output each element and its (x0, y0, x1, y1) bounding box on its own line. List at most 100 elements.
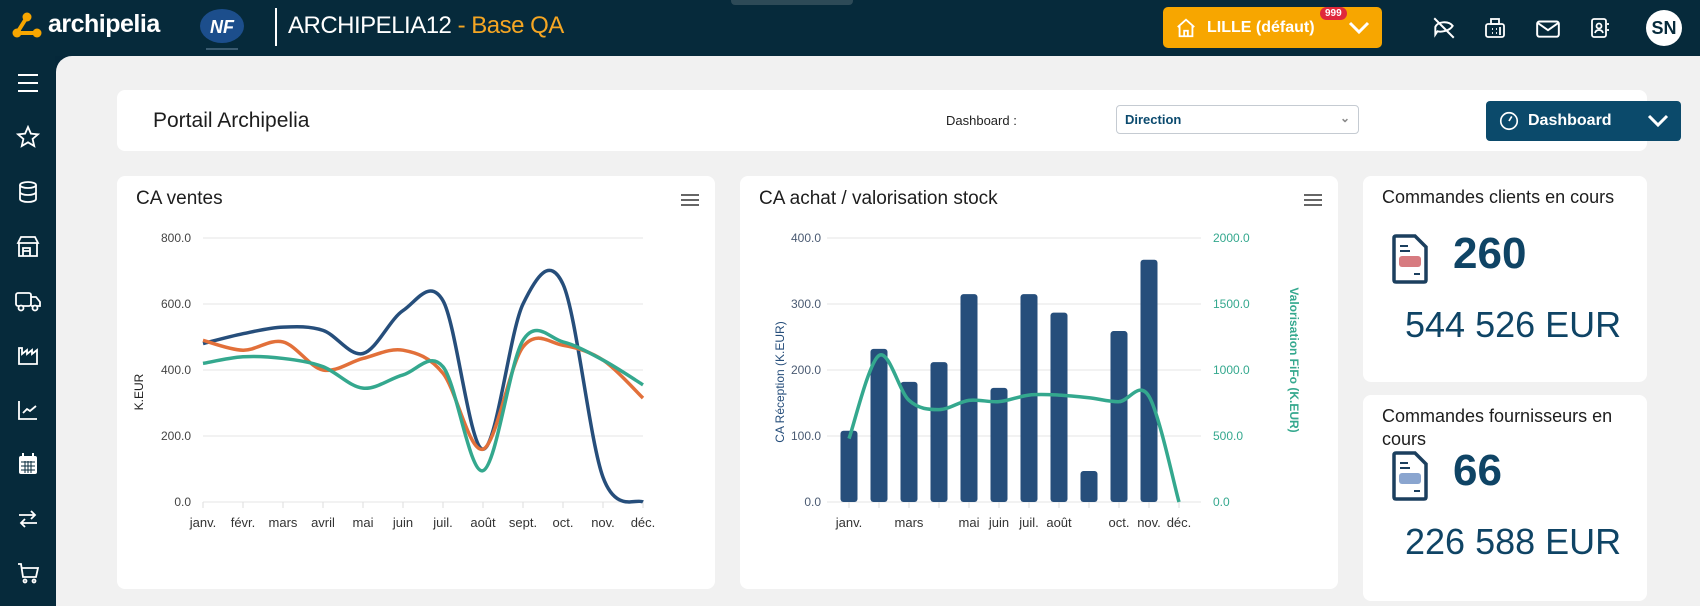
y-axis-label: K.EUR (132, 373, 146, 410)
nf-certification-logo: NF (200, 9, 244, 50)
contacts-icon[interactable] (1586, 14, 1614, 42)
series-line-3 (202, 328, 644, 473)
archipelia-logo[interactable]: archipelia (12, 10, 160, 39)
dashboard-button-label: Dashboard (1528, 112, 1612, 129)
cart-icon[interactable] (14, 559, 42, 587)
bar (930, 362, 948, 502)
series-line-2 (202, 336, 645, 451)
y2-tick-label: 2000.0 (1213, 231, 1250, 245)
bar (990, 387, 1008, 502)
series-line-1 (202, 268, 644, 504)
y-tick-label: 0.0 (174, 495, 191, 509)
fax-icon[interactable] (1481, 14, 1509, 42)
bar (1110, 331, 1128, 502)
y2-tick-label: 1500.0 (1213, 297, 1250, 311)
bar (840, 430, 858, 502)
valorisation-line (847, 353, 1181, 503)
site-selector-label: LILLE (défaut) (1207, 18, 1315, 36)
purchase-stock-chart-card: CA achat / valorisation stock 0.0 0.0 100.… (740, 176, 1338, 589)
x-tick-label: sept. (509, 515, 537, 530)
site-selector[interactable]: LILLE (défaut) (1163, 7, 1382, 48)
dashboard-select[interactable]: Direction ⌄ (1116, 105, 1359, 134)
page-title: Portail Archipelia (153, 109, 310, 132)
chevron-down-icon (1348, 21, 1370, 34)
y-tick-label: 200.0 (791, 363, 821, 377)
eye-off-icon[interactable] (1430, 14, 1458, 42)
x-tick-label: oct. (1109, 515, 1130, 530)
app-name: ARCHIPELIA12 (288, 12, 452, 39)
x-tick-label: févr. (231, 515, 256, 530)
kpi-count: 66 (1453, 446, 1502, 495)
home-icon (1177, 18, 1195, 37)
document-icon (1392, 234, 1428, 284)
kpi-title: Commandes clients en cours (1382, 187, 1615, 207)
y2-tick-label: 500.0 (1213, 429, 1243, 443)
chevron-down-icon (1647, 114, 1669, 128)
chart-title: CA achat / valorisation stock (759, 188, 998, 209)
mail-icon[interactable] (1534, 14, 1562, 42)
kpi-card-client-orders[interactable]: Commandes clients en cours 260 544 526 E… (1363, 176, 1647, 382)
x-tick-label: juil. (432, 515, 453, 530)
portal-header: Portail Archipelia Dashboard : Direction… (117, 90, 1681, 151)
chevron-down-icon: ⌄ (1339, 111, 1350, 125)
bar (870, 348, 888, 502)
dashboard-label: Dashboard : (946, 113, 1017, 128)
x-tick-label: mai (353, 515, 374, 530)
bar (900, 381, 918, 502)
y2-tick-label: 1000.0 (1213, 363, 1250, 377)
y2-tick-label: 0.0 (1213, 495, 1230, 509)
kpi-count: 260 (1453, 229, 1527, 278)
calendar-icon[interactable] (14, 450, 42, 478)
logo-text: archipelia (48, 10, 160, 38)
user-avatar[interactable]: SN (1646, 10, 1682, 46)
top-bar: archipelia NF ARCHIPELIA12 - Base QA LIL… (0, 0, 1700, 56)
document-icon (1392, 451, 1428, 501)
bar (1050, 312, 1068, 502)
y-tick-label: 300.0 (791, 297, 821, 311)
gauge-icon (1499, 111, 1519, 131)
kpi-card-supplier-orders[interactable]: Commandes fournisseurs en cours 66 226 5… (1363, 395, 1647, 601)
chart-menu-icon[interactable] (1303, 192, 1323, 208)
chart-line-icon[interactable] (14, 396, 42, 424)
kpi-title: Commandes fournisseurs en cours (1382, 406, 1613, 449)
bar (1020, 294, 1038, 502)
star-icon[interactable] (14, 123, 42, 151)
bar (1080, 470, 1098, 502)
bar (960, 294, 978, 502)
archipelia-logo-icon (12, 12, 42, 37)
arrows-exchange-icon[interactable] (14, 505, 42, 533)
x-tick-label: juil. (1018, 515, 1039, 530)
x-tick-label: janv. (835, 515, 863, 530)
x-tick-label: avril (311, 515, 335, 530)
sales-line-chart: 0.0 200.0 400.0 600.0 800.0 janv. févr. mars avr… (132, 231, 656, 530)
main-content: Portail Archipelia Dashboard : Direction… (56, 56, 1700, 606)
y2-axis-label: Valorisation FiFo (K.EUR) (1287, 287, 1301, 432)
y-tick-label: 800.0 (161, 231, 191, 245)
truck-icon[interactable] (14, 287, 42, 315)
factory-icon[interactable] (14, 341, 42, 369)
store-icon[interactable] (14, 232, 42, 260)
chart-menu-icon[interactable] (680, 192, 700, 208)
x-tick-label: déc. (1167, 515, 1192, 530)
notification-badge: 999 (1320, 7, 1347, 20)
x-tick-label: nov. (591, 515, 615, 530)
x-tick-label: mars (269, 515, 298, 530)
sidebar (0, 56, 55, 606)
app-title: ARCHIPELIA12 - Base QA (288, 12, 564, 40)
sales-chart-card: CA ventes 0.0 200.0 400.0 600.0 800.0 janv. fé… (117, 176, 715, 589)
y-tick-label: 400.0 (161, 363, 191, 377)
y-tick-label: 100.0 (791, 429, 821, 443)
database-icon[interactable] (14, 178, 42, 206)
title-separator (275, 8, 277, 46)
x-tick-label: mars (895, 515, 924, 530)
app-environment: - Base QA (451, 12, 565, 39)
hamburger-icon[interactable] (14, 69, 42, 97)
y-tick-label: 600.0 (161, 297, 191, 311)
purchase-combo-chart: 0.0 0.0 100.0 500.0 200.0 1000.0 300.0 1500.0 40… (773, 231, 1301, 530)
x-tick-label: déc. (631, 515, 656, 530)
x-tick-label: août (470, 515, 496, 530)
drag-handle[interactable] (731, 0, 853, 5)
dashboard-select-value: Direction (1125, 112, 1182, 127)
x-tick-label: nov. (1137, 515, 1161, 530)
dashboard-button[interactable]: Dashboard (1486, 101, 1681, 141)
